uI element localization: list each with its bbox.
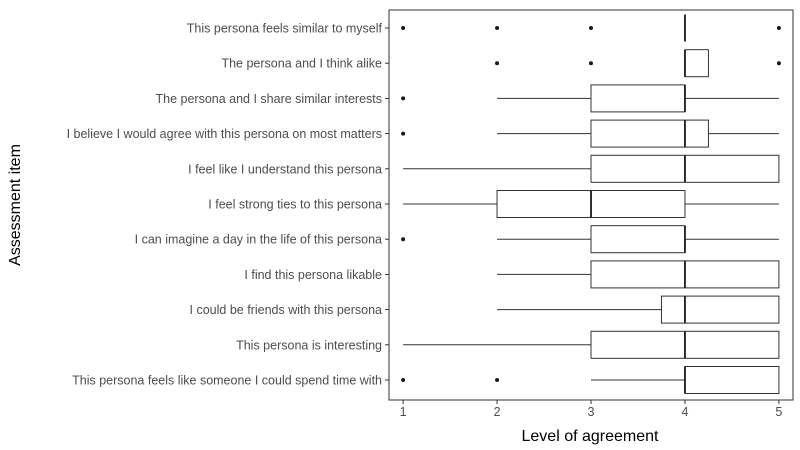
outlier-point (589, 26, 593, 30)
box-item (401, 84, 779, 113)
y-tick-label: I can imagine a day in the life of this … (135, 233, 382, 247)
outlier-point (495, 378, 500, 382)
x-tick-label: 2 (494, 405, 501, 419)
y-tick-label: I feel like I understand this persona (188, 162, 382, 176)
box-item (401, 14, 781, 42)
y-tick-label: I find this persona likable (244, 268, 382, 282)
box-item (403, 190, 779, 218)
y-tick-label: This persona feels similar to myself (187, 22, 383, 36)
box-iqr (684, 49, 709, 78)
y-tick-label: The persona and I think alike (221, 57, 382, 71)
x-tick-label: 1 (400, 405, 407, 419)
box-iqr (590, 225, 686, 254)
x-tick-label: 3 (588, 405, 595, 419)
outlier-point (401, 237, 406, 242)
x-tick-label: 4 (681, 405, 688, 419)
box-iqr (590, 84, 686, 113)
box-item (403, 330, 780, 359)
box-item (497, 260, 780, 289)
y-axis-ticks (385, 27, 389, 381)
x-axis-tick-labels: 1 2 3 4 5 (400, 405, 783, 419)
outlier-point (401, 96, 406, 101)
y-tick-label: I believe I would agree with this person… (67, 127, 382, 141)
outlier-point (776, 26, 781, 30)
y-tick-label: I feel strong ties to this persona (208, 198, 382, 212)
y-tick-label: This persona is interesting (236, 338, 382, 352)
outlier-point (589, 61, 593, 66)
outlier-point (495, 26, 500, 30)
outlier-point (401, 378, 406, 382)
box-item (403, 154, 780, 183)
x-tick-label: 5 (775, 405, 782, 419)
box-item (495, 49, 781, 78)
box-item (401, 366, 780, 394)
box-item (497, 295, 780, 324)
box-iqr (590, 119, 709, 148)
outlier-point (401, 131, 406, 136)
box-item (401, 225, 779, 254)
y-axis-title: Assessment item (7, 144, 24, 266)
y-tick-label: This persona feels like someone I could … (72, 374, 382, 388)
x-axis-title: Level of agreement (522, 428, 660, 445)
outlier-point (776, 61, 781, 66)
y-tick-label: I could be friends with this persona (190, 303, 383, 317)
x-axis-ticks (402, 400, 780, 404)
box-iqr (660, 295, 780, 324)
box-iqr (684, 366, 780, 394)
boxplot-series (401, 14, 781, 394)
y-axis-tick-labels: This persona feels similar to myself The … (67, 22, 383, 388)
outlier-point (495, 61, 500, 66)
box-item (401, 119, 779, 148)
y-tick-label: The persona and I share similar interest… (156, 92, 383, 106)
outlier-point (401, 26, 406, 30)
